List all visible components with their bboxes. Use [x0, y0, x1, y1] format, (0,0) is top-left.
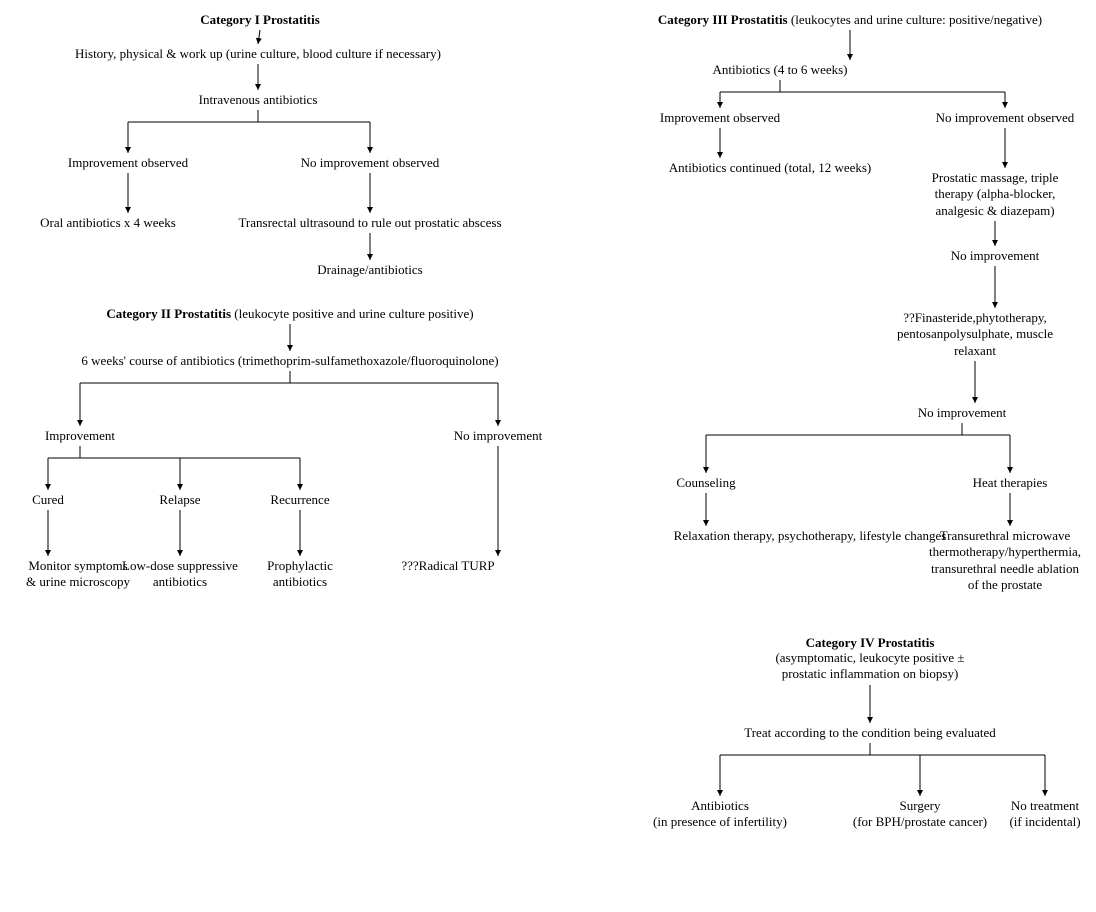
flow-node-c4_treat: Treat according to the condition being e… — [690, 725, 1050, 741]
flow-node-c3_noimp3: No improvement — [897, 405, 1027, 421]
flow-node-c4_abx: Antibiotics (in presence of infertility) — [635, 798, 805, 831]
flow-node-c4_sub: (asymptomatic, leukocyte positive ± pros… — [720, 650, 1020, 683]
flow-node-c3_title: Category III Prostatitis (leukocytes and… — [630, 12, 1070, 28]
flow-node-c4_none: No treatment (if incidental) — [985, 798, 1096, 831]
flow-node-c3_finas: ??Finasteride,phytotherapy, pentosanpoly… — [875, 310, 1075, 359]
flow-node-c1_iv: Intravenous antibiotics — [168, 92, 348, 108]
flow-node-c2_relapse: Relapse — [145, 492, 215, 508]
flow-node-c4_surg: Surgery (for BPH/prostate cancer) — [830, 798, 1010, 831]
flow-node-c2_title: Category II Prostatitis (leukocyte posit… — [75, 306, 505, 322]
flow-node-c2_6w: 6 weeks' course of antibiotics (trimetho… — [30, 353, 550, 369]
flow-node-c3_imp: Improvement observed — [640, 110, 800, 126]
flow-node-c3_noimp2: No improvement — [930, 248, 1060, 264]
flow-node-c1_trus: Transrectal ultrasound to rule out prost… — [210, 215, 530, 231]
flow-node-c2_imp: Improvement — [20, 428, 140, 444]
flow-node-c1_drain: Drainage/antibiotics — [290, 262, 450, 278]
flow-node-c2_recurr: Recurrence — [255, 492, 345, 508]
flow-node-c2_cured: Cured — [18, 492, 78, 508]
flow-node-c1_noimp: No improvement observed — [270, 155, 470, 171]
flow-node-c1_history: History, physical & work up (urine cultu… — [48, 46, 468, 62]
flow-node-c1_imp: Improvement observed — [43, 155, 213, 171]
flow-node-c1_oral: Oral antibiotics x 4 weeks — [8, 215, 208, 231]
flow-node-c1_title: Category I Prostatitis — [160, 12, 360, 28]
flow-node-c3_heat: Heat therapies — [950, 475, 1070, 491]
flow-node-c3_abx: Antibiotics (4 to 6 weeks) — [680, 62, 880, 78]
flow-node-c2_noimp: No improvement — [433, 428, 563, 444]
flow-node-c2_proph: Prophylactic antibiotics — [250, 558, 350, 591]
flow-node-c3_noimp: No improvement observed — [905, 110, 1096, 126]
flow-node-c4_title: Category IV Prostatitis — [720, 635, 1020, 651]
flow-node-c3_tumt: Transurethral microwave thermotherapy/hy… — [905, 528, 1096, 593]
flow-node-c3_cont: Antibiotics continued (total, 12 weeks) — [640, 160, 900, 176]
flow-node-c3_couns: Counseling — [656, 475, 756, 491]
flow-node-c3_triple: Prostatic massage, triple therapy (alpha… — [895, 170, 1095, 219]
flow-node-c2_turp: ???Radical TURP — [378, 558, 518, 574]
flow-node-c2_lowdose: Low-dose suppressive antibiotics — [105, 558, 255, 591]
flowchart-edges — [0, 0, 1096, 912]
